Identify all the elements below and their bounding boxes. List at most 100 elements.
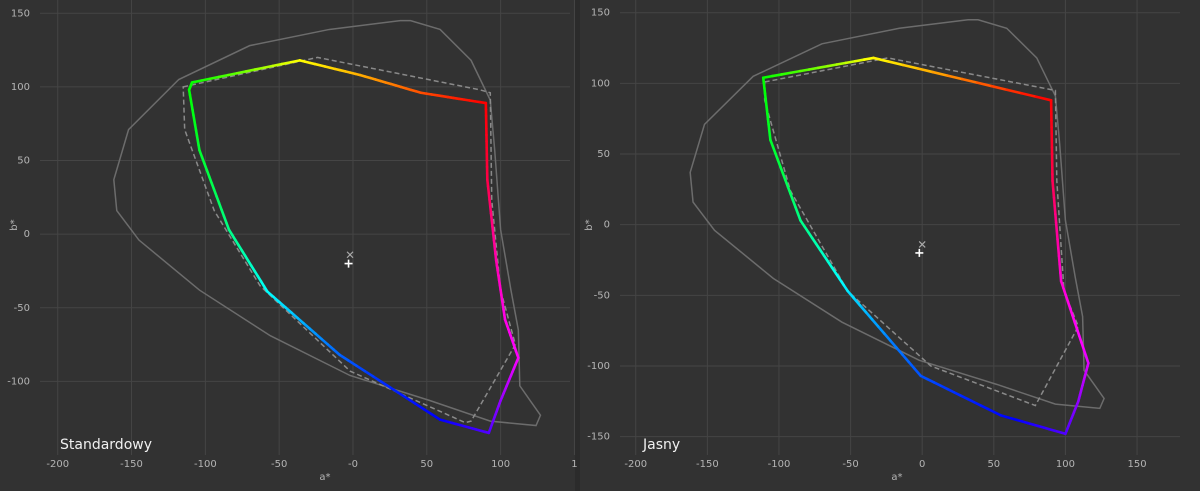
gamut-segment [332, 348, 341, 357]
gamut-segment [1005, 88, 1023, 95]
gamut-segment [280, 60, 293, 66]
x-tick-label: 0 [919, 459, 925, 470]
gamut-segment [253, 66, 266, 71]
gamut-segment [826, 63, 839, 68]
gamut-segment [1059, 271, 1063, 283]
gamut-segment [1056, 246, 1061, 258]
chart-title: Jasny [642, 437, 680, 453]
gamut-segment [1054, 213, 1058, 224]
gamut-segment [355, 364, 367, 373]
x-tick-label: 150 [1127, 459, 1146, 470]
y-tick-label: -100 [587, 361, 610, 372]
gamut-segment [887, 60, 905, 67]
y-tick-label: 50 [17, 156, 30, 167]
gamut-outline [763, 57, 1080, 407]
gamut-segment [1035, 95, 1053, 102]
gamut-segment [380, 380, 392, 389]
gamut-segment [308, 327, 317, 336]
gamut-segment [1020, 91, 1038, 99]
x-tick-label: 1 [571, 459, 577, 470]
gamut-segment [961, 77, 979, 84]
gamut-segment [388, 385, 400, 394]
gamut-segment [852, 296, 862, 307]
gamut-segment [864, 310, 874, 321]
gamut-segment [882, 332, 892, 342]
gamut-segment [271, 62, 284, 68]
gamut-segment [761, 76, 766, 85]
y-axis-label: b* [9, 219, 20, 230]
x-tick-label: -100 [194, 459, 217, 470]
gamut-segment [1057, 254, 1061, 266]
gamut-segment [975, 81, 994, 88]
gamut-segment [244, 68, 257, 73]
gamut-segment [405, 396, 417, 405]
gamut-segment [338, 353, 350, 362]
y-tick-label: -100 [7, 376, 30, 387]
gamut-segment [396, 391, 408, 400]
gamut-segment [846, 289, 856, 300]
gamut-segment [346, 358, 358, 367]
x-tick-label: 100 [491, 459, 510, 470]
x-tick-label: -150 [696, 459, 719, 470]
x-tick-label: 50 [987, 459, 1000, 470]
y-axis-label: b* [584, 219, 595, 230]
chart-title: Standardowy [60, 437, 152, 453]
y-tick-label: 0 [24, 229, 30, 240]
x-tick-label: -50 [271, 459, 287, 470]
gamut-segment [226, 71, 239, 77]
gamut-segment [901, 353, 910, 364]
gamut-outline [182, 56, 517, 424]
panel [580, 0, 1200, 491]
y-tick-label: 150 [591, 8, 610, 19]
panel [0, 0, 575, 491]
y-tick-label: -50 [594, 290, 610, 301]
gamut-segment [320, 337, 329, 346]
y-tick-label: 100 [591, 78, 610, 89]
white-point [915, 248, 924, 257]
x-tick-label: -100 [768, 459, 791, 470]
gamut-segment [807, 66, 820, 71]
white-point [918, 241, 926, 248]
white-point [346, 251, 354, 259]
gamut-segment [235, 70, 248, 75]
gamut-segment [1051, 179, 1055, 191]
gamut-segment [290, 311, 299, 320]
gamut-segment [302, 321, 311, 330]
gamut-segment [1052, 196, 1056, 208]
gamut-segment [872, 56, 890, 63]
x-tick-label: -0 [348, 459, 358, 470]
y-tick-label: 50 [597, 149, 610, 160]
gamut-segment [931, 70, 949, 77]
gamut-segment [889, 339, 898, 349]
gamut-segment [208, 75, 221, 81]
gamut-segment [858, 303, 868, 314]
x-tick-label: -200 [46, 459, 69, 470]
gamut-segment [907, 360, 916, 371]
gamut-segment [946, 74, 964, 81]
gamut-segment [1051, 187, 1056, 199]
gamut-segment [430, 412, 442, 421]
gamut-segment [798, 68, 811, 73]
gamut-segment [870, 318, 880, 328]
gamut-segment [901, 63, 920, 70]
white-point [344, 259, 353, 268]
gamut-segment [1054, 221, 1059, 233]
gamut-segment [771, 73, 783, 78]
x-tick-label: 100 [1056, 459, 1075, 470]
y-tick-label: 100 [11, 82, 30, 93]
gamut-segment [1055, 229, 1059, 241]
gamut-segment [990, 84, 1009, 92]
gamut-segment [422, 407, 434, 416]
gamut-segment [916, 67, 935, 74]
gamut-segment [363, 369, 375, 378]
y-tick-label: -50 [14, 303, 30, 314]
gamut-segment [199, 77, 212, 82]
x-tick-label: 50 [420, 459, 433, 470]
gamut-segment [844, 59, 857, 65]
gamut-segment [817, 64, 829, 70]
x-axis-label: a* [891, 472, 902, 483]
gamut-segment [266, 290, 275, 299]
gamut-segment [1058, 263, 1062, 275]
gamut-segment [413, 402, 425, 411]
